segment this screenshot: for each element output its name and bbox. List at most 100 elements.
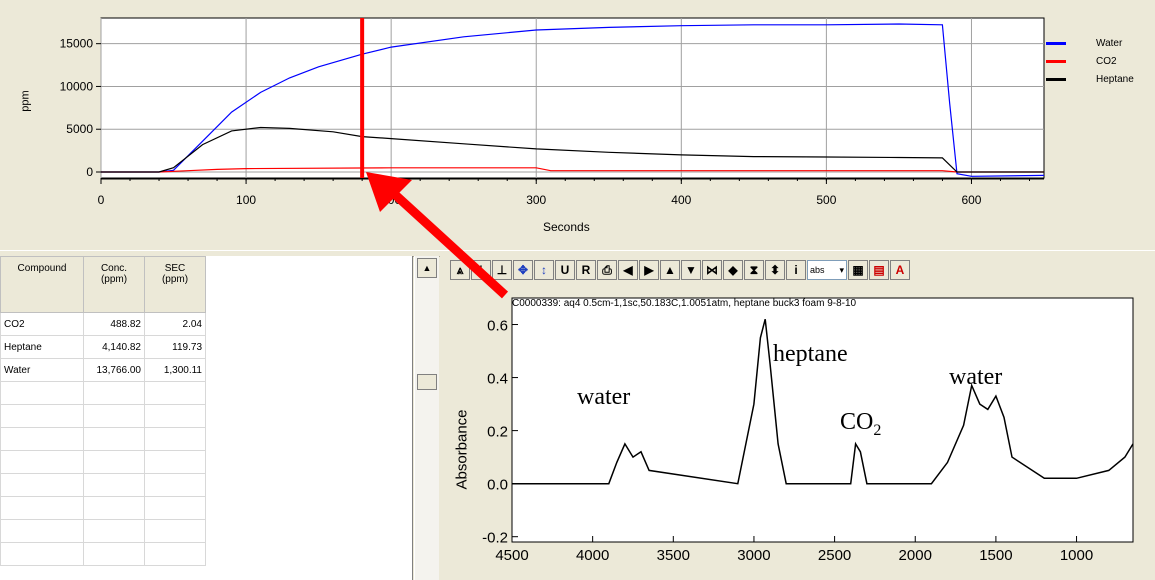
annotation-water-2: water — [949, 364, 1003, 390]
vertical-scale-button[interactable]: ↕ — [534, 260, 554, 280]
annotation-heptane: heptane — [773, 341, 848, 367]
table-cell-sec[interactable] — [144, 450, 206, 474]
right-arrow-icon[interactable]: ▶ — [639, 260, 659, 280]
concentration-chart[interactable]: 15000 10000 5000 0 0 100 200 300 400 500 600 — [0, 0, 1155, 250]
print-icon[interactable]: ⎙ — [597, 260, 617, 280]
table-row[interactable] — [0, 404, 206, 428]
x-tick-label: 600 — [961, 193, 981, 207]
cursor-tool-button[interactable]: ⊥ — [492, 260, 512, 280]
table-cell-conc[interactable] — [83, 542, 145, 566]
table-row[interactable] — [0, 450, 206, 474]
table-cell-conc[interactable]: 4,140.82 — [83, 335, 145, 359]
table-cell-sec[interactable] — [144, 519, 206, 543]
table-cell-compound[interactable]: CO2 — [0, 312, 84, 336]
table-row[interactable]: CO2 488.82 2.04 — [0, 312, 206, 336]
vertical-scrollbar[interactable]: ▲ — [414, 256, 439, 580]
table-cell-sec[interactable] — [144, 473, 206, 497]
x-tick-label: 0 — [98, 193, 105, 207]
table-cell-conc[interactable] — [83, 450, 145, 474]
table-cell-compound[interactable] — [0, 473, 84, 497]
table-cell-compound[interactable] — [0, 427, 84, 451]
legend-swatch — [1046, 41, 1066, 45]
table-icon[interactable]: ▦ — [848, 260, 868, 280]
y-tick-label: 0 — [86, 165, 93, 179]
table-cell-sec[interactable]: 2.04 — [144, 312, 206, 336]
table-row[interactable] — [0, 427, 206, 451]
table-cell-compound[interactable] — [0, 519, 84, 543]
expand-x-icon[interactable]: ◆ — [723, 260, 743, 280]
spectrum-line — [512, 319, 1134, 485]
spectrum-chart[interactable]: 0.6 0.4 0.2 0.0 -0.2 4500 4000 3500 3000 2500 200… — [440, 256, 1155, 580]
table-cell-conc[interactable] — [83, 427, 145, 451]
column-header-conc[interactable]: Conc. (ppm) — [83, 256, 145, 313]
chevron-down-icon: ▾ — [839, 264, 844, 275]
baseline-tool-button[interactable]: ⊥ — [471, 260, 491, 280]
table-cell-conc[interactable]: 13,766.00 — [83, 358, 145, 382]
table-row[interactable] — [0, 519, 206, 543]
table-cell-sec[interactable] — [144, 542, 206, 566]
series-line-water — [101, 23, 1045, 177]
down-arrow-icon[interactable]: ▼ — [681, 260, 701, 280]
info-icon[interactable]: i — [786, 260, 806, 280]
spectrum-x-tick-label: 2000 — [899, 547, 932, 564]
table-cell-conc[interactable] — [83, 496, 145, 520]
table-cell-compound[interactable]: Heptane — [0, 335, 84, 359]
scroll-up-button[interactable]: ▲ — [417, 258, 437, 278]
compound-table: Compound Conc. (ppm) SEC (ppm) CO2 488.82… — [0, 256, 206, 566]
left-arrow-icon[interactable]: ◀ — [618, 260, 638, 280]
u-button[interactable]: U — [555, 260, 575, 280]
table-cell-compound[interactable]: Water — [0, 358, 84, 382]
spectrum-x-tick-label: 3500 — [657, 547, 690, 564]
zoom-x-icon[interactable]: ⋈ — [702, 260, 722, 280]
table-cell-compound[interactable] — [0, 404, 84, 428]
table-cell-sec[interactable] — [144, 381, 206, 405]
table-cell-compound[interactable] — [0, 450, 84, 474]
series-group — [101, 23, 1045, 177]
spectrum-y-axis-label: Absorbance — [453, 409, 471, 490]
table-cell-conc[interactable] — [83, 519, 145, 543]
table-cell-compound[interactable] — [0, 496, 84, 520]
spectrum-y-tick-label: -0.2 — [482, 530, 508, 547]
spectrum-x-tick-label: 4500 — [495, 547, 528, 564]
table-cell-sec[interactable]: 119.73 — [144, 335, 206, 359]
table-cell-sec[interactable]: 1,300.11 — [144, 358, 206, 382]
table-row[interactable]: Heptane 4,140.82 119.73 — [0, 335, 206, 359]
x-tick-label: 400 — [671, 193, 691, 207]
table-cell-sec[interactable] — [144, 404, 206, 428]
table-cell-conc[interactable] — [83, 381, 145, 405]
table-cell-compound[interactable] — [0, 381, 84, 405]
table-cell-compound[interactable] — [0, 542, 84, 566]
r-button[interactable]: R — [576, 260, 596, 280]
zoom-y-icon[interactable]: ⧗ — [744, 260, 764, 280]
table-row[interactable]: Water 13,766.00 1,300.11 — [0, 358, 206, 382]
table-row[interactable] — [0, 381, 206, 405]
pan-tool-button[interactable]: ✥ — [513, 260, 533, 280]
x-tick-label: 200 — [381, 193, 401, 207]
expand-y-icon[interactable]: ⬍ — [765, 260, 785, 280]
legend: Water CO2 Heptane — [1046, 34, 1151, 88]
table-cell-conc[interactable]: 488.82 — [83, 312, 145, 336]
spectrum-x-tick-label: 1500 — [979, 547, 1012, 564]
table-cell-conc[interactable] — [83, 404, 145, 428]
table-row[interactable] — [0, 542, 206, 566]
units-select-value: abs — [810, 265, 825, 275]
table-row[interactable] — [0, 496, 206, 520]
spectrum-trace — [512, 319, 1134, 485]
scroll-thumb[interactable] — [417, 374, 437, 390]
table-cell-sec[interactable] — [144, 496, 206, 520]
table-row[interactable] — [0, 473, 206, 497]
up-arrow-icon[interactable]: ▲ — [660, 260, 680, 280]
peak-label-icon[interactable]: A — [890, 260, 910, 280]
table-cell-sec[interactable] — [144, 427, 206, 451]
units-select[interactable]: abs ▾ — [807, 260, 847, 280]
legend-swatch — [1046, 77, 1066, 81]
x-axis-label: Seconds — [543, 220, 590, 234]
series-line-co2 — [101, 167, 1044, 173]
spectrum-y-tick-label: 0.4 — [487, 371, 508, 388]
library-icon[interactable]: ▤ — [869, 260, 889, 280]
column-header-compound[interactable]: Compound — [0, 256, 84, 313]
spectrum-x-tick-label: 2500 — [818, 547, 851, 564]
peak-tool-button[interactable]: ⩓ — [450, 260, 470, 280]
column-header-sec[interactable]: SEC (ppm) — [144, 256, 206, 313]
table-cell-conc[interactable] — [83, 473, 145, 497]
